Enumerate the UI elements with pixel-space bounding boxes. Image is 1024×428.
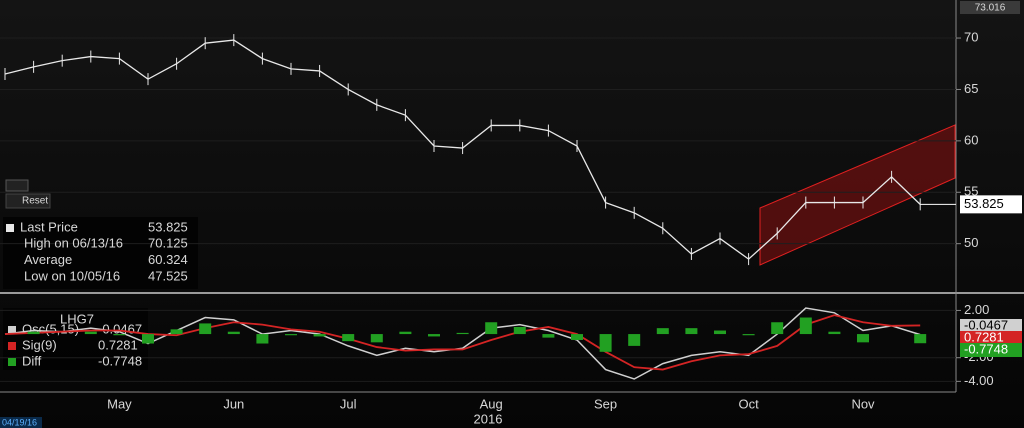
diff-bar [542,334,555,338]
last-value-box [960,319,1022,333]
diff-bar [399,331,412,335]
diff-bar [170,329,183,335]
lower-title: LHG7 [60,311,94,326]
legend-label: Osc(5,15) [22,321,79,336]
reset-control[interactable]: Reset [5,179,51,209]
y-tick-label: 50 [964,235,978,250]
x-tick-label: Nov [851,396,875,411]
legend-label: Last Price [20,219,78,234]
diff-bar [571,334,583,340]
last-value-box [960,331,1022,345]
legend-swatch [6,224,14,232]
legend-label: Diff [22,353,42,368]
start-date: 04/19/16 [2,417,37,427]
diff-bar [370,334,383,343]
legend-value: -0.7748 [98,353,142,368]
legend-box [3,217,198,289]
last-value-box [960,343,1022,357]
legend-value: 53.825 [148,219,188,234]
stat-value: 60.324 [148,252,188,267]
diff-bar [227,331,240,335]
last-value-label: 0.7281 [964,329,1004,344]
reset-label[interactable]: Reset [22,196,48,207]
reset-button[interactable] [5,193,51,209]
x-tick-label: Oct [738,396,759,411]
legend-swatch [8,342,16,350]
osc-line [4,307,921,380]
x-tick-label: May [107,396,132,411]
legend-swatch [8,358,16,366]
diff-bar [742,334,755,336]
y-tick-label: 55 [964,184,978,199]
trend-channel [759,124,956,266]
last-price-box [960,195,1022,214]
y-tick-label: 2.00 [964,302,989,317]
diff-bar [771,322,784,335]
stat-label: Average [24,252,72,267]
sig-line [4,314,921,371]
legend-label: Sig(9) [22,337,57,352]
y-tick-label: -4.00 [964,373,994,388]
diff-bar [428,334,440,337]
diff-bar [828,331,841,335]
stat-label: Low on 10/05/16 [24,268,120,283]
x-tick-label: Sep [594,396,617,411]
last-price-label: 53.825 [964,196,1004,211]
x-tick-label: Aug [480,396,503,411]
diff-bar [84,331,97,335]
x-tick-label: Jul [340,396,357,411]
diff-bar [256,334,269,344]
last-value-label: -0.0467 [964,317,1008,332]
stat-value: 47.525 [148,268,188,283]
diff-bar [599,334,612,352]
x-axis-label: 2016 [474,411,503,426]
diff-bar [714,330,726,335]
legend-value: 0.7281 [98,337,138,352]
start-date-box [0,417,42,428]
diff-bar [628,334,641,346]
diff-bar [857,334,869,343]
diff-bar [685,328,698,335]
diff-bar [113,334,126,336]
stat-value: 70.125 [148,235,188,250]
diff-bar [513,326,526,335]
diff-bar [656,328,669,335]
y-tick-label: 60 [964,132,978,147]
diff-bar [199,323,212,335]
top-label: 73.016 [975,3,1006,14]
y-tick-label: 65 [964,81,978,96]
diff-bar [142,334,154,344]
legend-box-lower [3,308,148,370]
stat-label: High on 06/13/16 [24,235,123,250]
diff-bar [342,334,355,342]
legend-swatch [8,326,16,334]
diff-bar [456,332,469,335]
diff-bar [285,334,297,336]
x-tick-label: Jun [223,396,244,411]
diff-bar [799,317,812,335]
y-tick-label: 70 [964,29,978,44]
chart-icon[interactable] [5,179,29,192]
diff-bar [27,331,40,335]
diff-bar [914,334,927,344]
diff-bar [313,334,326,337]
last-value-label: -0.7748 [964,341,1008,356]
diff-bar [485,322,498,335]
top-label-box [960,1,1020,14]
